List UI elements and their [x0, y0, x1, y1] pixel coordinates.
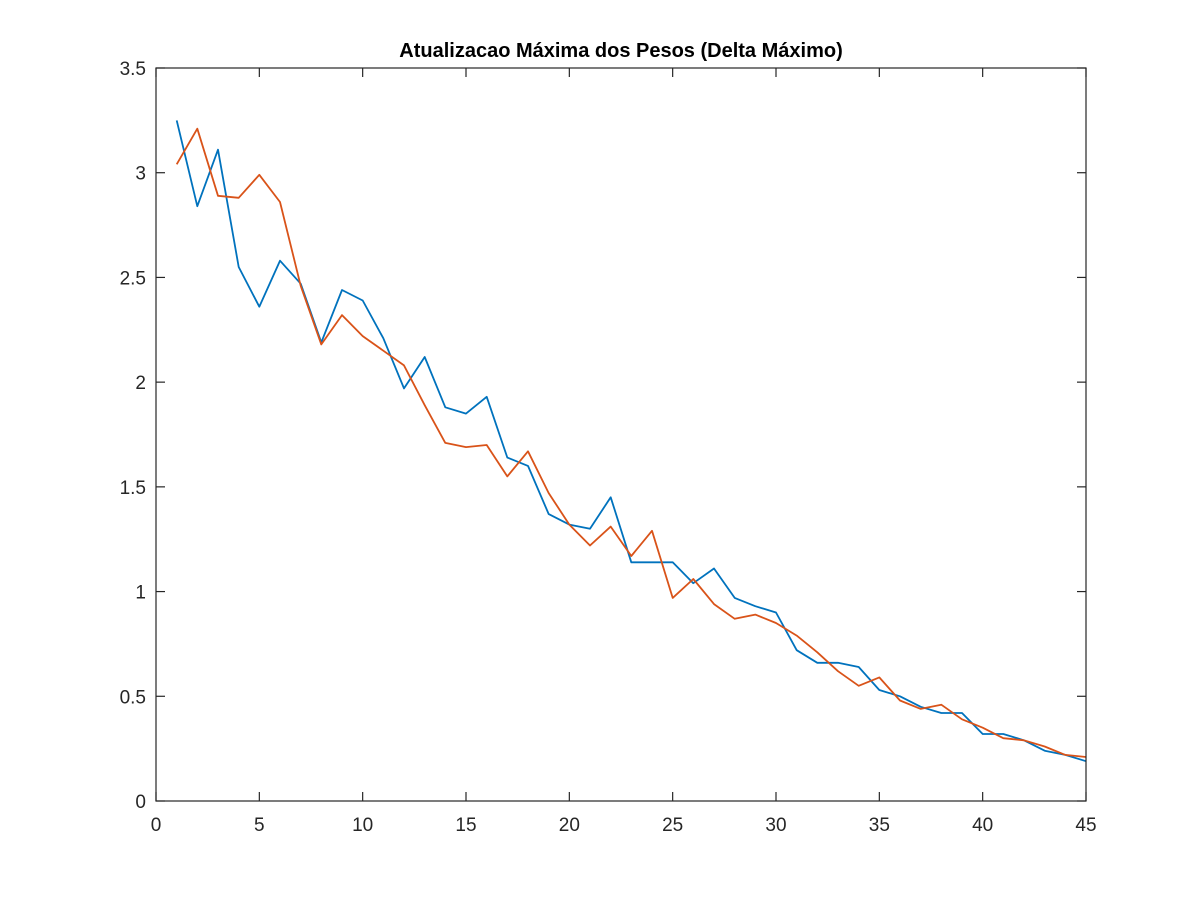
- y-tick-label: 0: [135, 792, 146, 813]
- x-tick-label: 40: [972, 815, 993, 836]
- x-tick-label: 20: [559, 815, 580, 836]
- axes-layer: 0 5 10 15 20 25 30 35 40 45 0 0.5 1 1.5 2 2.5 3 3.5: [120, 59, 1097, 836]
- y-tick-label: 2: [135, 373, 146, 394]
- y-tick-label: 1: [135, 583, 146, 604]
- x-tick-label: 10: [352, 815, 373, 836]
- y-tick-label: 3: [135, 164, 146, 185]
- x-tick-label: 25: [662, 815, 683, 836]
- y-tick-label: 0.5: [120, 687, 146, 708]
- series-layer: [175, 120, 1087, 763]
- y-tick-label: 3.5: [120, 59, 146, 80]
- x-tick-label: 30: [765, 815, 786, 836]
- x-tick-label: 15: [455, 815, 476, 836]
- y-tick-label: 2.5: [120, 268, 146, 289]
- plot-area: [156, 68, 1086, 801]
- series-line-1: [175, 120, 1087, 763]
- series-line-2: [175, 127, 1087, 758]
- y-tick-label: 1.5: [120, 478, 146, 499]
- x-tick-label: 35: [869, 815, 890, 836]
- axes-box: [155, 67, 1087, 802]
- x-tick-label: 5: [254, 815, 265, 836]
- chart-title: Atualizacao Máxima dos Pesos (Delta Máxi…: [399, 40, 842, 62]
- x-tick-label: 0: [151, 815, 162, 836]
- x-tick-label: 45: [1075, 815, 1096, 836]
